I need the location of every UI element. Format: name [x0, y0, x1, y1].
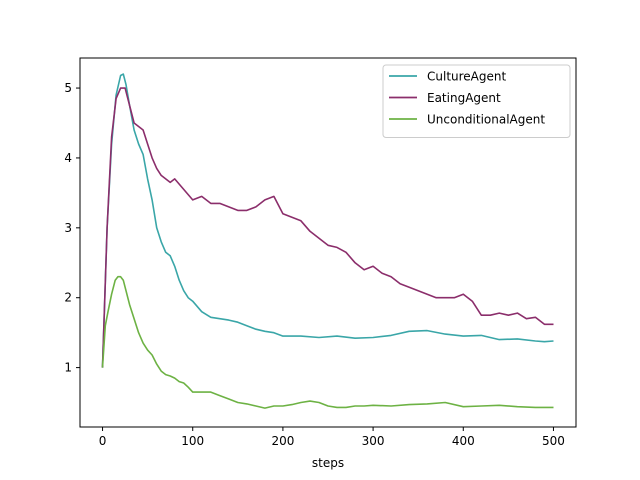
- x-tick-label: 200: [271, 434, 294, 448]
- y-tick-label: 3: [64, 221, 72, 235]
- x-axis-ticks: 0 100 200 300 400 500: [99, 427, 565, 448]
- x-axis-label: steps: [312, 456, 344, 470]
- plot-frame: [79, 57, 577, 428]
- x-tick-label: 400: [452, 434, 475, 448]
- x-tick-label: 500: [542, 434, 565, 448]
- series-line-0: [101, 73, 554, 368]
- series-line-1: [101, 87, 554, 368]
- legend: CultureAgent EatingAgent UnconditionalAgen…: [382, 64, 571, 138]
- x-tick-label: 100: [181, 434, 204, 448]
- x-tick-label: 300: [362, 434, 385, 448]
- y-tick-label: 1: [64, 361, 72, 375]
- y-tick-label: 4: [64, 151, 72, 165]
- legend-entry: UnconditionalAgent: [427, 113, 545, 127]
- y-tick-label: 2: [64, 291, 72, 305]
- y-tick-label: 5: [64, 81, 72, 95]
- y-axis-ticks: 1 2 3 4 5: [64, 81, 80, 375]
- legend-entry: CultureAgent: [427, 70, 506, 84]
- series-line-2: [101, 275, 554, 409]
- series-layer: [101, 73, 554, 409]
- x-tick-label: 0: [99, 434, 107, 448]
- legend-entry: EatingAgent: [427, 91, 501, 105]
- legend-box: [382, 64, 571, 138]
